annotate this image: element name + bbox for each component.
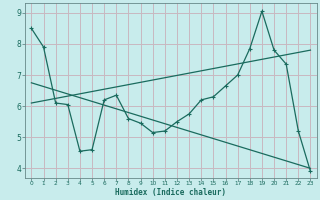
X-axis label: Humidex (Indice chaleur): Humidex (Indice chaleur) [116, 188, 227, 197]
